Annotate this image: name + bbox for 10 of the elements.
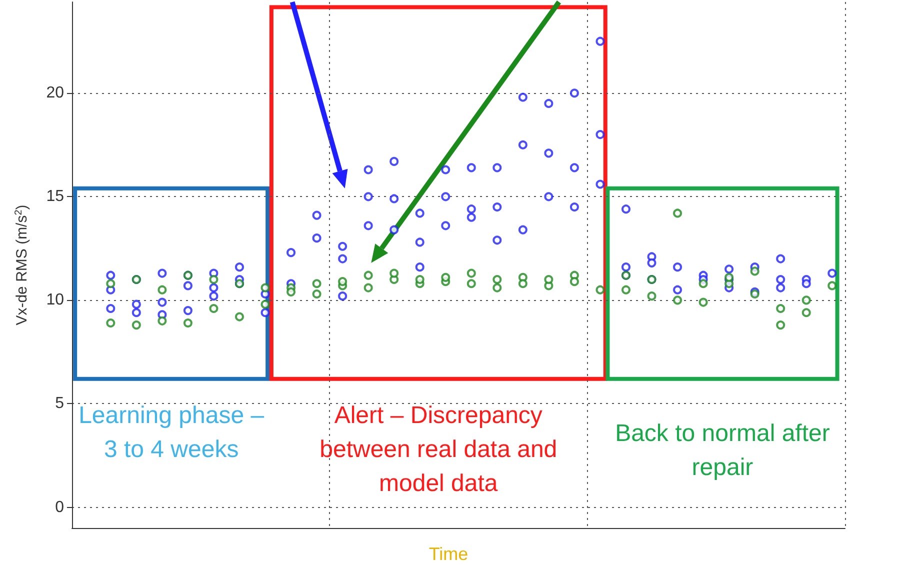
y-tick-label: 15 xyxy=(46,188,64,206)
y-axis-title: Vx-de RMS (m/s2) xyxy=(14,204,30,326)
y-tick-label: 0 xyxy=(55,498,64,516)
annotation: Learning phase – 3 to 4 weeks xyxy=(78,400,266,465)
y-tick-label: 20 xyxy=(46,84,64,102)
x-axis-title: Time xyxy=(428,544,470,565)
y-tick-label: 5 xyxy=(55,395,64,412)
y-tick-label: 10 xyxy=(46,292,64,309)
annotation: Alert – Discrepancy between real data and model data xyxy=(318,400,558,499)
annotation: Back to normal after repair xyxy=(614,418,831,483)
